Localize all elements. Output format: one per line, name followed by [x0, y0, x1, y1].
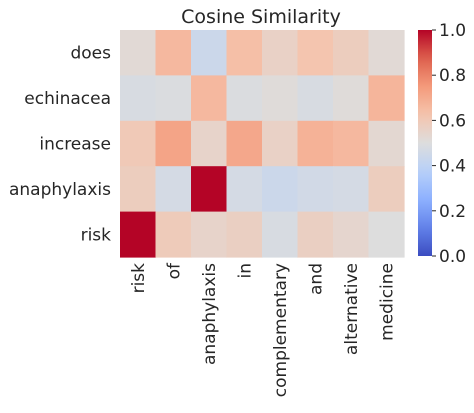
heatmap-cell-increase-and [297, 120, 334, 167]
heatmap-cell-risk-complementary [262, 211, 299, 258]
chart-title: Cosine Similarity [181, 6, 341, 28]
heatmap-cell-does-complementary [262, 30, 299, 76]
heatmap-cell-does-alternative [333, 30, 370, 76]
heatmap-cell-increase-complementary [262, 120, 299, 167]
heatmap-cell-risk-alternative [333, 211, 370, 258]
y-tick-label: echinacea [24, 89, 111, 109]
colorbar-tick-label: 0.6 [439, 111, 466, 131]
heatmap-cell-anaphylaxis-and [297, 166, 334, 213]
heatmap-cell-echinacea-and [297, 75, 334, 122]
heatmap-cell-risk-risk [120, 211, 157, 258]
heatmap-cell-increase-anaphylaxis [191, 120, 228, 167]
y-tick-label: risk [81, 225, 112, 245]
heatmap-cell-echinacea-anaphylaxis [191, 75, 228, 122]
heatmap-cell-increase-medicine [368, 120, 405, 167]
heatmap-cell-risk-anaphylaxis [191, 211, 228, 258]
heatmap-cell-does-medicine [368, 30, 405, 76]
heatmap-cell-does-and [297, 30, 334, 76]
heatmap-cell-risk-in [226, 211, 263, 258]
x-tick-label: and [306, 263, 326, 295]
heatmap-cell-echinacea-risk [120, 75, 157, 122]
heatmap-cell-does-in [226, 30, 263, 76]
heatmap-cell-does-anaphylaxis [191, 30, 228, 76]
heatmap-cell-anaphylaxis-complementary [262, 166, 299, 213]
heatmap-cell-anaphylaxis-risk [120, 166, 157, 213]
heatmap-cell-increase-of [155, 120, 192, 167]
heatmap-cell-increase-in [226, 120, 263, 167]
colorbar-ticks: 0.0 0.2 0.4 0.6 0.8 1.0 [432, 21, 466, 267]
x-tick-label: alternative [342, 263, 362, 355]
colorbar-tick-label: 0.8 [439, 66, 466, 86]
colorbar-tick-label: 0.4 [439, 157, 466, 177]
heatmap-cell-echinacea-alternative [333, 75, 370, 122]
x-tick-label: in [235, 263, 255, 279]
heatmap-cell-echinacea-of [155, 75, 192, 122]
y-tick-label: increase [39, 135, 111, 155]
x-tick-label: anaphylaxis [200, 263, 220, 365]
heatmap-cells [120, 30, 405, 258]
y-tick-label: anaphylaxis [9, 180, 111, 200]
colorbar-tick-label: 0.2 [439, 202, 466, 222]
colorbar-tick-label: 1.0 [439, 21, 466, 41]
heatmap-cell-echinacea-in [226, 75, 263, 122]
x-axis-tick-labels: risk of anaphylaxis in complementary and alter… [129, 262, 398, 397]
heatmap-cell-increase-risk [120, 120, 157, 167]
colorbar-tick-label: 0.0 [439, 247, 466, 267]
x-tick-label: risk [129, 263, 149, 294]
x-tick-label: complementary [271, 263, 291, 397]
heatmap-cell-anaphylaxis-medicine [368, 166, 405, 213]
heatmap-cell-risk-of [155, 211, 192, 258]
heatmap-cell-echinacea-medicine [368, 75, 405, 122]
heatmap-cell-echinacea-complementary [262, 75, 299, 122]
colorbar [418, 30, 432, 256]
x-tick-label: of [164, 262, 184, 279]
heatmap-cell-does-risk [120, 30, 157, 76]
heatmap-cell-anaphylaxis-of [155, 166, 192, 213]
heatmap-cell-does-of [155, 30, 192, 76]
heatmap-cell-anaphylaxis-in [226, 166, 263, 213]
heatmap-cell-risk-and [297, 211, 334, 258]
x-tick-label: medicine [377, 263, 397, 341]
heatmap-cell-increase-alternative [333, 120, 370, 167]
heatmap-cell-risk-medicine [368, 211, 405, 258]
y-axis-tick-labels: does echinacea increase anaphylaxis risk [9, 44, 111, 246]
y-tick-label: does [70, 44, 111, 64]
heatmap-cell-anaphylaxis-anaphylaxis [191, 166, 228, 213]
heatmap-cell-anaphylaxis-alternative [333, 166, 370, 213]
